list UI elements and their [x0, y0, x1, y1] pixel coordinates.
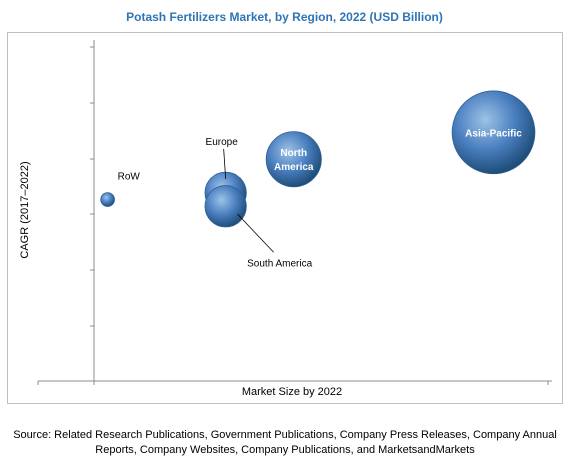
axes [37, 40, 552, 385]
chart-title: Potash Fertilizers Market, by Region, 20… [126, 10, 443, 24]
bubble-label-asia-pacific: Asia-Pacific [465, 128, 522, 139]
callout-label-row: RoW [118, 172, 141, 183]
x-axis-label: Market Size by 2022 [242, 386, 342, 398]
bubble-label-line: North [280, 148, 307, 159]
bubbles [100, 90, 536, 228]
bubble-row [100, 192, 115, 207]
bubble-label-line: America [274, 162, 314, 173]
y-axis-label: CAGR (2017–2022) [19, 161, 31, 258]
bubble-asia-pacific [451, 90, 536, 175]
bubble-label-north-america: North America [274, 148, 314, 173]
callout-label-south-america: South America [247, 258, 312, 269]
source-note: Source: Related Research Publications, G… [13, 429, 557, 456]
callout-label-europe: Europe [206, 137, 239, 148]
bubble-south-america [204, 185, 247, 228]
bubble-north-america [265, 131, 322, 188]
callout-line-europe [223, 148, 227, 179]
plot-frame [7, 32, 563, 404]
bubble-label-line: Asia-Pacific [465, 128, 522, 139]
bubble-labels: RoW Europe South America North America Asia-P… [118, 128, 523, 269]
callout-line-south-america [237, 214, 274, 253]
